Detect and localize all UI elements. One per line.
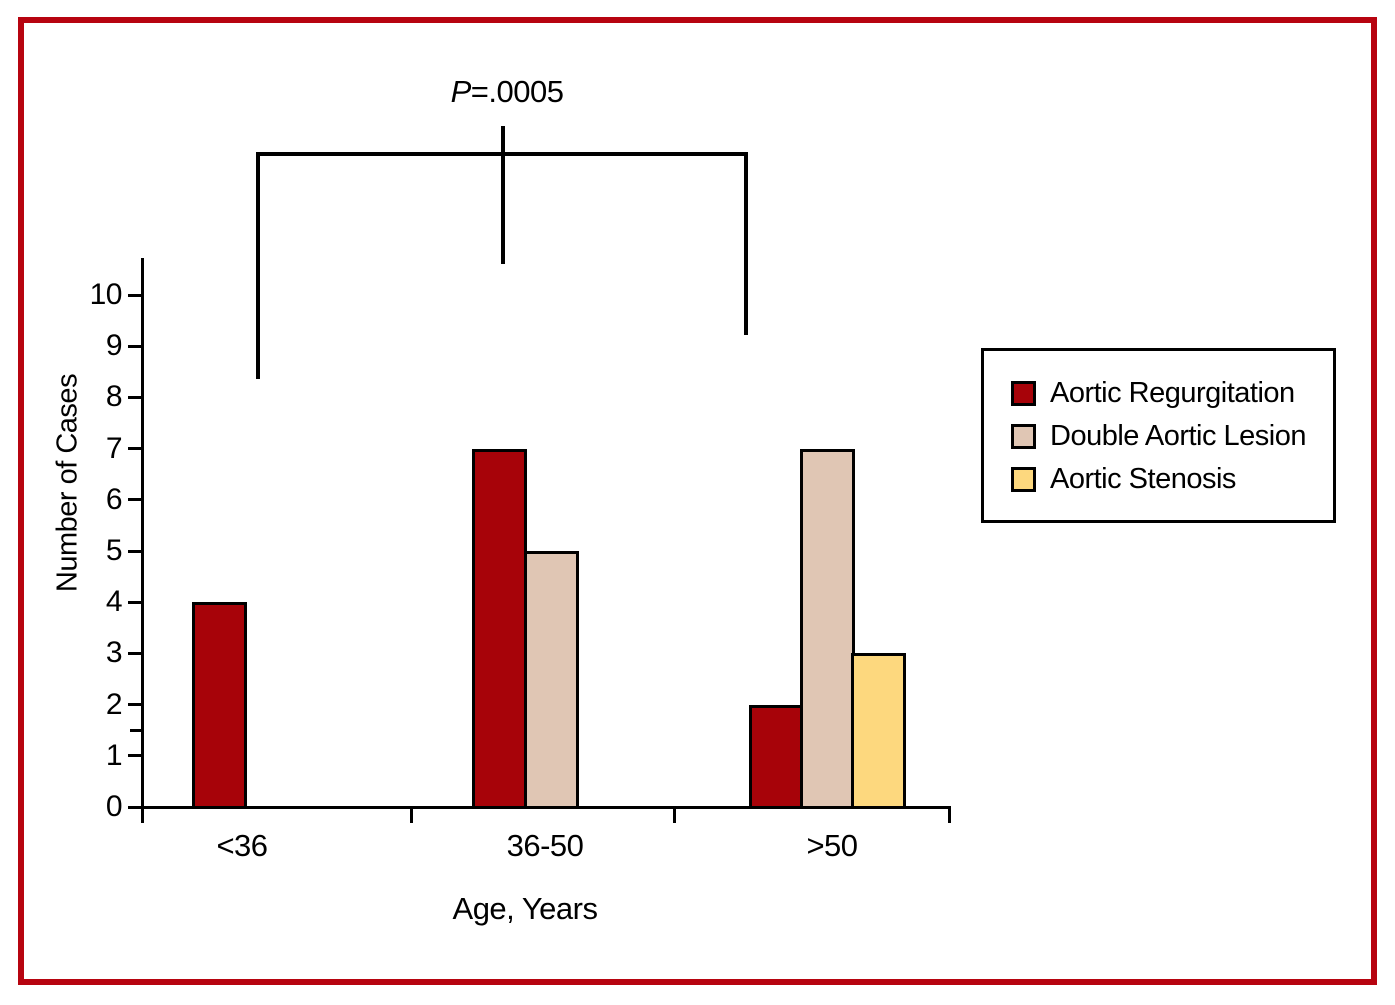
y-tick	[128, 805, 141, 809]
y-tick-label: 5	[105, 534, 123, 567]
y-tick	[128, 498, 141, 502]
significance-bracket-right-arm	[744, 152, 748, 335]
y-tick-label: 1	[105, 738, 123, 772]
legend-swatch	[1011, 467, 1036, 492]
y-tick-label: 2	[105, 687, 123, 721]
x-axis-title: Age, Years	[452, 891, 598, 926]
significance-bracket-left-arm	[256, 152, 260, 379]
bar-double-aortic-lesion->50	[800, 449, 855, 809]
y-tick-label: 9	[105, 329, 123, 363]
figure-border	[18, 17, 1377, 985]
legend-item: Aortic Regurgitation	[1011, 377, 1333, 409]
legend-swatch	[1011, 424, 1036, 449]
y-tick	[128, 703, 141, 707]
legend-label: Double Aortic Lesion	[1050, 420, 1307, 452]
bar-aortic-regurgitation-36-50	[472, 449, 527, 809]
y-tick-label: 6	[105, 482, 123, 516]
y-tick	[128, 344, 141, 348]
y-tick-label: 0	[105, 790, 123, 823]
p-value-symbol: P	[450, 74, 472, 109]
legend-item: Double Aortic Lesion	[1011, 420, 1333, 452]
y-axis-line	[141, 258, 144, 823]
y-tick-label: 8	[105, 380, 123, 414]
y-tick-label: 7	[105, 431, 123, 465]
y-tick	[128, 549, 141, 553]
x-category-label: <36	[216, 828, 268, 863]
p-value-number: =.0005	[470, 74, 564, 109]
p-value-label: P=.0005	[451, 74, 564, 110]
y-tick	[128, 600, 141, 604]
y-tick	[128, 293, 141, 297]
y-tick-label: 10	[89, 278, 123, 311]
y-tick	[128, 447, 141, 451]
x-tick	[948, 807, 951, 823]
legend-swatch	[1011, 381, 1036, 406]
x-tick	[673, 807, 676, 823]
y-tick	[128, 754, 141, 758]
y-tick-label: 4	[105, 585, 123, 619]
x-category-label: 36-50	[506, 828, 584, 863]
legend-label: Aortic Regurgitation	[1050, 377, 1295, 409]
y-minor-tick	[130, 728, 141, 732]
bar-double-aortic-lesion-36-50	[524, 551, 579, 809]
x-category-label: >50	[806, 828, 858, 863]
bar-aortic-regurgitation-<36	[192, 602, 247, 809]
y-tick-label: 3	[105, 636, 123, 670]
legend-label: Aortic Stenosis	[1050, 463, 1236, 495]
significance-bracket-pointer	[501, 126, 505, 264]
bar-aortic-regurgitation->50	[749, 705, 804, 809]
legend-item: Aortic Stenosis	[1011, 463, 1333, 495]
bar-aortic-stenosis->50	[851, 653, 906, 809]
legend-box: Aortic Regurgitation Double Aortic Lesion…	[981, 348, 1336, 523]
y-tick	[128, 651, 141, 655]
y-tick	[128, 395, 141, 399]
x-tick	[410, 807, 413, 823]
